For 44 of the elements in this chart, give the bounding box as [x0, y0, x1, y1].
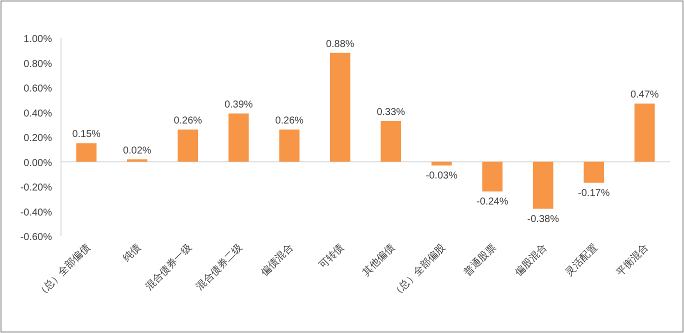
x-tick-label: 混合债券一级	[143, 242, 194, 293]
data-label: -0.24%	[476, 196, 508, 208]
y-tick-label: -0.60%	[20, 232, 52, 243]
data-label: 0.26%	[275, 116, 304, 127]
bar	[634, 104, 655, 162]
bar	[482, 162, 503, 192]
bar	[76, 143, 97, 162]
bar	[178, 130, 198, 162]
x-tick-label: 纯债	[120, 242, 144, 264]
y-tick-label: 1.00%	[24, 34, 52, 45]
data-label: 0.39%	[224, 99, 253, 110]
x-tick-label: （总）全部偏债	[34, 242, 92, 300]
y-tick-label: 0.40%	[24, 108, 52, 120]
data-label: 0.26%	[174, 116, 202, 127]
x-tick-label: 普通股票	[462, 242, 498, 278]
x-tick-label: 平衡混合	[614, 242, 651, 278]
x-tick-label: 可转债	[316, 242, 346, 272]
y-tick-label: 0.80%	[24, 58, 52, 70]
x-tick-label: 其他偏债	[360, 242, 397, 278]
x-tick-label: 偏股混合	[512, 242, 550, 278]
data-label: 0.33%	[376, 106, 406, 118]
bar	[431, 162, 452, 166]
bar	[279, 130, 300, 162]
data-label: -0.17%	[578, 188, 610, 199]
y-tick-label: -0.40%	[20, 207, 52, 218]
bar	[228, 113, 249, 162]
data-label: 0.47%	[630, 90, 659, 101]
bar	[584, 162, 604, 183]
y-tick-label: 0.00%	[24, 158, 52, 169]
y-tick-label: -0.20%	[20, 182, 52, 194]
bar	[330, 52, 350, 162]
x-tick-label: 偏债混合	[258, 242, 296, 278]
y-tick-label: 0.20%	[24, 133, 52, 144]
data-label: -0.38%	[527, 214, 560, 225]
bar	[380, 120, 402, 162]
y-tick-label: 0.60%	[24, 84, 52, 94]
x-tick-label: 混合债券二级	[194, 242, 245, 293]
data-label: 0.15%	[72, 129, 101, 140]
data-label: 0.88%	[326, 38, 354, 50]
bar	[126, 159, 148, 162]
x-tick-label: 灵活配置	[563, 242, 600, 278]
data-label: -0.03%	[426, 170, 458, 182]
data-label: 0.02%	[122, 145, 152, 156]
bar	[532, 162, 554, 209]
